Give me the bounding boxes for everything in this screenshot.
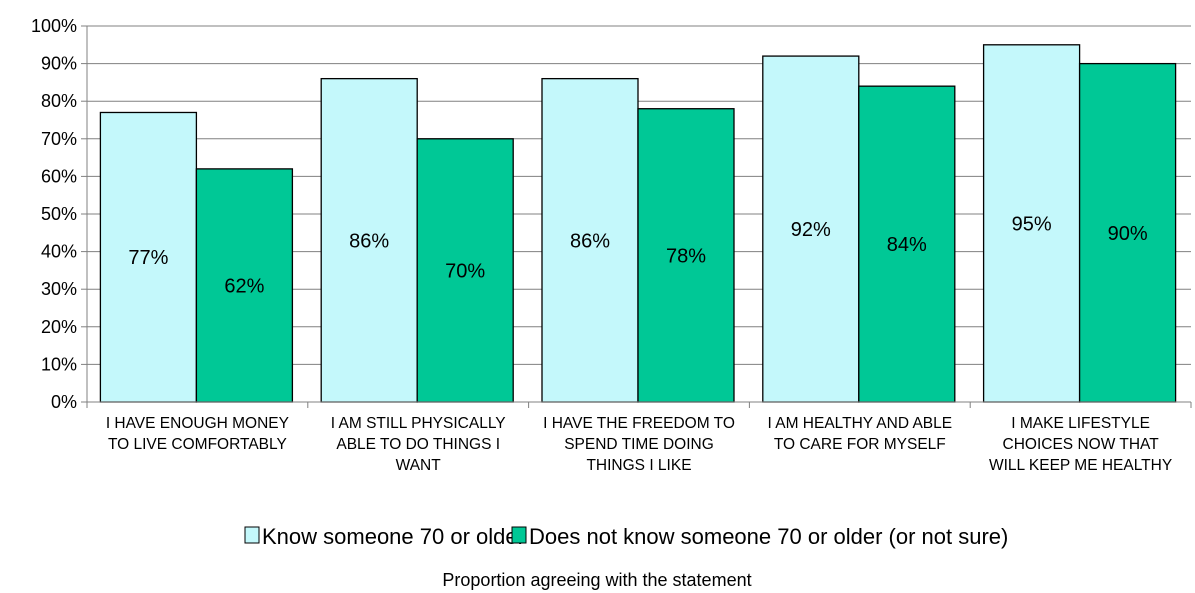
- x-tick-label: TO LIVE COMFORTABLY: [108, 436, 287, 453]
- legend-swatch-does-not-know: [511, 526, 527, 544]
- x-tick-label: I AM STILL PHYSICALLY: [331, 415, 506, 432]
- bar-does-not-know: [858, 85, 956, 403]
- y-tick-label: 80%: [41, 91, 77, 111]
- data-label: 90%: [1108, 223, 1148, 245]
- y-tick-label: 20%: [41, 317, 77, 337]
- bar-does-not-know: [637, 108, 735, 403]
- x-tick-label: THINGS I LIKE: [586, 457, 691, 474]
- bar-does-not-know: [1078, 62, 1177, 403]
- x-tick-label: TO CARE FOR MYSELF: [774, 436, 946, 453]
- y-tick-label: 30%: [41, 279, 77, 299]
- x-tick-label: I HAVE THE FREEDOM TO: [543, 415, 735, 432]
- y-tick-label: 70%: [41, 129, 77, 149]
- legend-label-does-not-know: Does not know someone 70 or older (or no…: [529, 524, 1008, 549]
- y-tick-label: 40%: [41, 242, 77, 262]
- data-label: 78%: [666, 245, 706, 267]
- legend: Know someone 70 or older Does not know s…: [244, 524, 1008, 549]
- data-label: 70%: [445, 260, 485, 282]
- x-tick-label: WANT: [396, 457, 442, 474]
- legend-label-know-someone: Know someone 70 or older: [262, 524, 525, 549]
- y-tick-label: 90%: [41, 54, 77, 74]
- bar-know-someone: [320, 77, 418, 403]
- data-label: 86%: [349, 230, 389, 252]
- bar-does-not-know: [416, 138, 514, 403]
- bar-know-someone: [541, 77, 639, 403]
- bar-know-someone: [762, 55, 860, 403]
- y-tick-label: 10%: [41, 354, 77, 374]
- legend-swatch-know-someone: [244, 526, 260, 544]
- y-tick-label: 60%: [41, 166, 77, 186]
- data-labels: 77% 62% 86% 70% 86% 78% 92% 84% 95% 90%: [128, 213, 1147, 297]
- data-label: 95%: [1012, 213, 1052, 235]
- x-axis: I HAVE ENOUGH MONEY TO LIVE COMFORTABLY I …: [86, 401, 1192, 474]
- y-axis: 0% 10% 20% 30% 40% 50% 60% 70% 80% 90% 100%: [31, 16, 88, 412]
- x-tick-label: ABLE TO DO THINGS I: [336, 436, 500, 453]
- data-label: 86%: [570, 230, 610, 252]
- data-label: 84%: [887, 234, 927, 256]
- x-tick-label: CHOICES NOW THAT: [1003, 436, 1160, 453]
- y-tick-label: 100%: [31, 16, 77, 36]
- x-tick-label: SPEND TIME DOING: [564, 436, 714, 453]
- y-tick-label: 50%: [41, 204, 77, 224]
- y-tick-label: 0%: [51, 392, 77, 412]
- x-axis-title: Proportion agreeing with the statement: [442, 570, 751, 590]
- x-tick-label: WILL KEEP ME HEALTHY: [989, 457, 1172, 474]
- x-tick-label: I AM HEALTHY AND ABLE: [767, 415, 952, 432]
- data-label: 77%: [128, 247, 168, 269]
- x-tick-label: I HAVE ENOUGH MONEY: [106, 415, 289, 432]
- data-label: 62%: [224, 275, 264, 297]
- x-tick-label: I MAKE LIFESTYLE: [1011, 415, 1150, 432]
- bars: [99, 44, 1177, 403]
- data-label: 92%: [791, 219, 831, 241]
